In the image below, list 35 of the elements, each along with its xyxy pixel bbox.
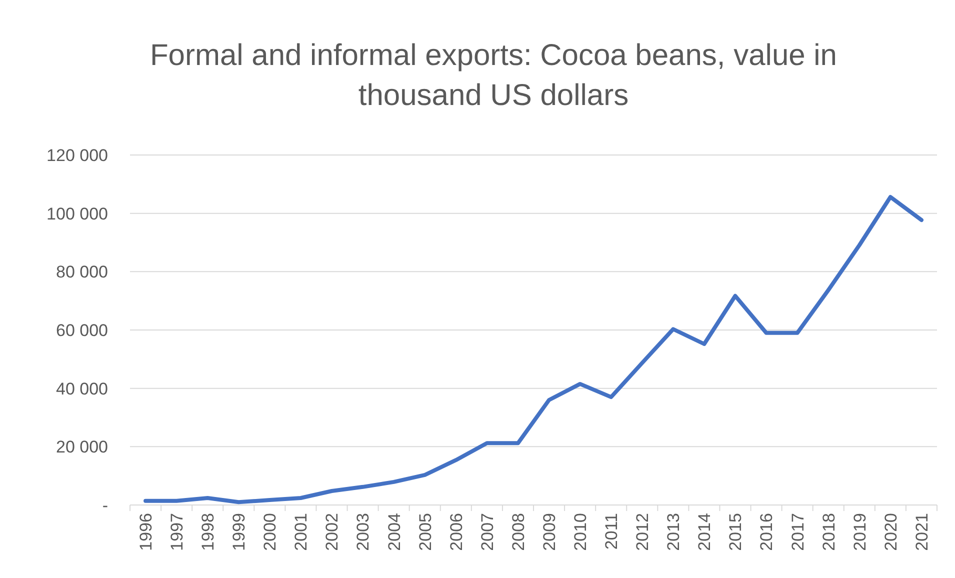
x-tick-label: 2002 — [322, 513, 342, 551]
x-tick-label: 2003 — [354, 513, 373, 551]
x-tick-label: 2008 — [508, 513, 528, 551]
x-tick-label: 2013 — [664, 513, 684, 551]
y-tick-label: - — [102, 496, 108, 515]
x-tick-label: 2016 — [757, 513, 776, 551]
x-tick-label: 1996 — [136, 513, 156, 551]
x-tick-label: 2005 — [416, 513, 435, 551]
y-tick-label: 120 000 — [46, 146, 108, 165]
x-tick-label: 2011 — [602, 513, 622, 550]
x-tick-label: 2009 — [540, 513, 559, 551]
x-tick-label: 2014 — [695, 513, 714, 551]
x-tick-label: 2021 — [912, 513, 932, 551]
x-tick-label: 2019 — [850, 513, 870, 551]
x-tick-label: 2018 — [819, 513, 838, 551]
x-tick-label: 2000 — [260, 513, 280, 551]
x-tick-label: 2020 — [881, 513, 900, 551]
x-tick-label: 1999 — [230, 513, 249, 551]
x-tick-label: 2010 — [571, 513, 590, 551]
y-tick-label: 80 000 — [56, 262, 108, 282]
x-tick-label: 2015 — [726, 513, 746, 551]
y-tick-label: 40 000 — [56, 379, 108, 398]
x-tick-label: 2017 — [788, 513, 808, 551]
line-series — [144, 195, 924, 504]
x-tick-label: 2004 — [384, 513, 404, 551]
chart-title: Formal and informal exports: Cocoa beans, value in thousand US dollars — [150, 39, 838, 112]
y-tick-label: 20 000 — [56, 438, 108, 457]
x-tick-label: 2007 — [478, 513, 497, 551]
x-tick-label: 2001 — [292, 513, 311, 551]
y-tick-label: 100 000 — [46, 204, 108, 224]
x-tick-label: 2006 — [446, 513, 466, 551]
y-tick-label: 60 000 — [56, 320, 108, 340]
x-tick-label: 1997 — [168, 513, 187, 551]
x-tick-label: 2012 — [633, 513, 652, 551]
x-tick-label: 1998 — [198, 513, 218, 551]
